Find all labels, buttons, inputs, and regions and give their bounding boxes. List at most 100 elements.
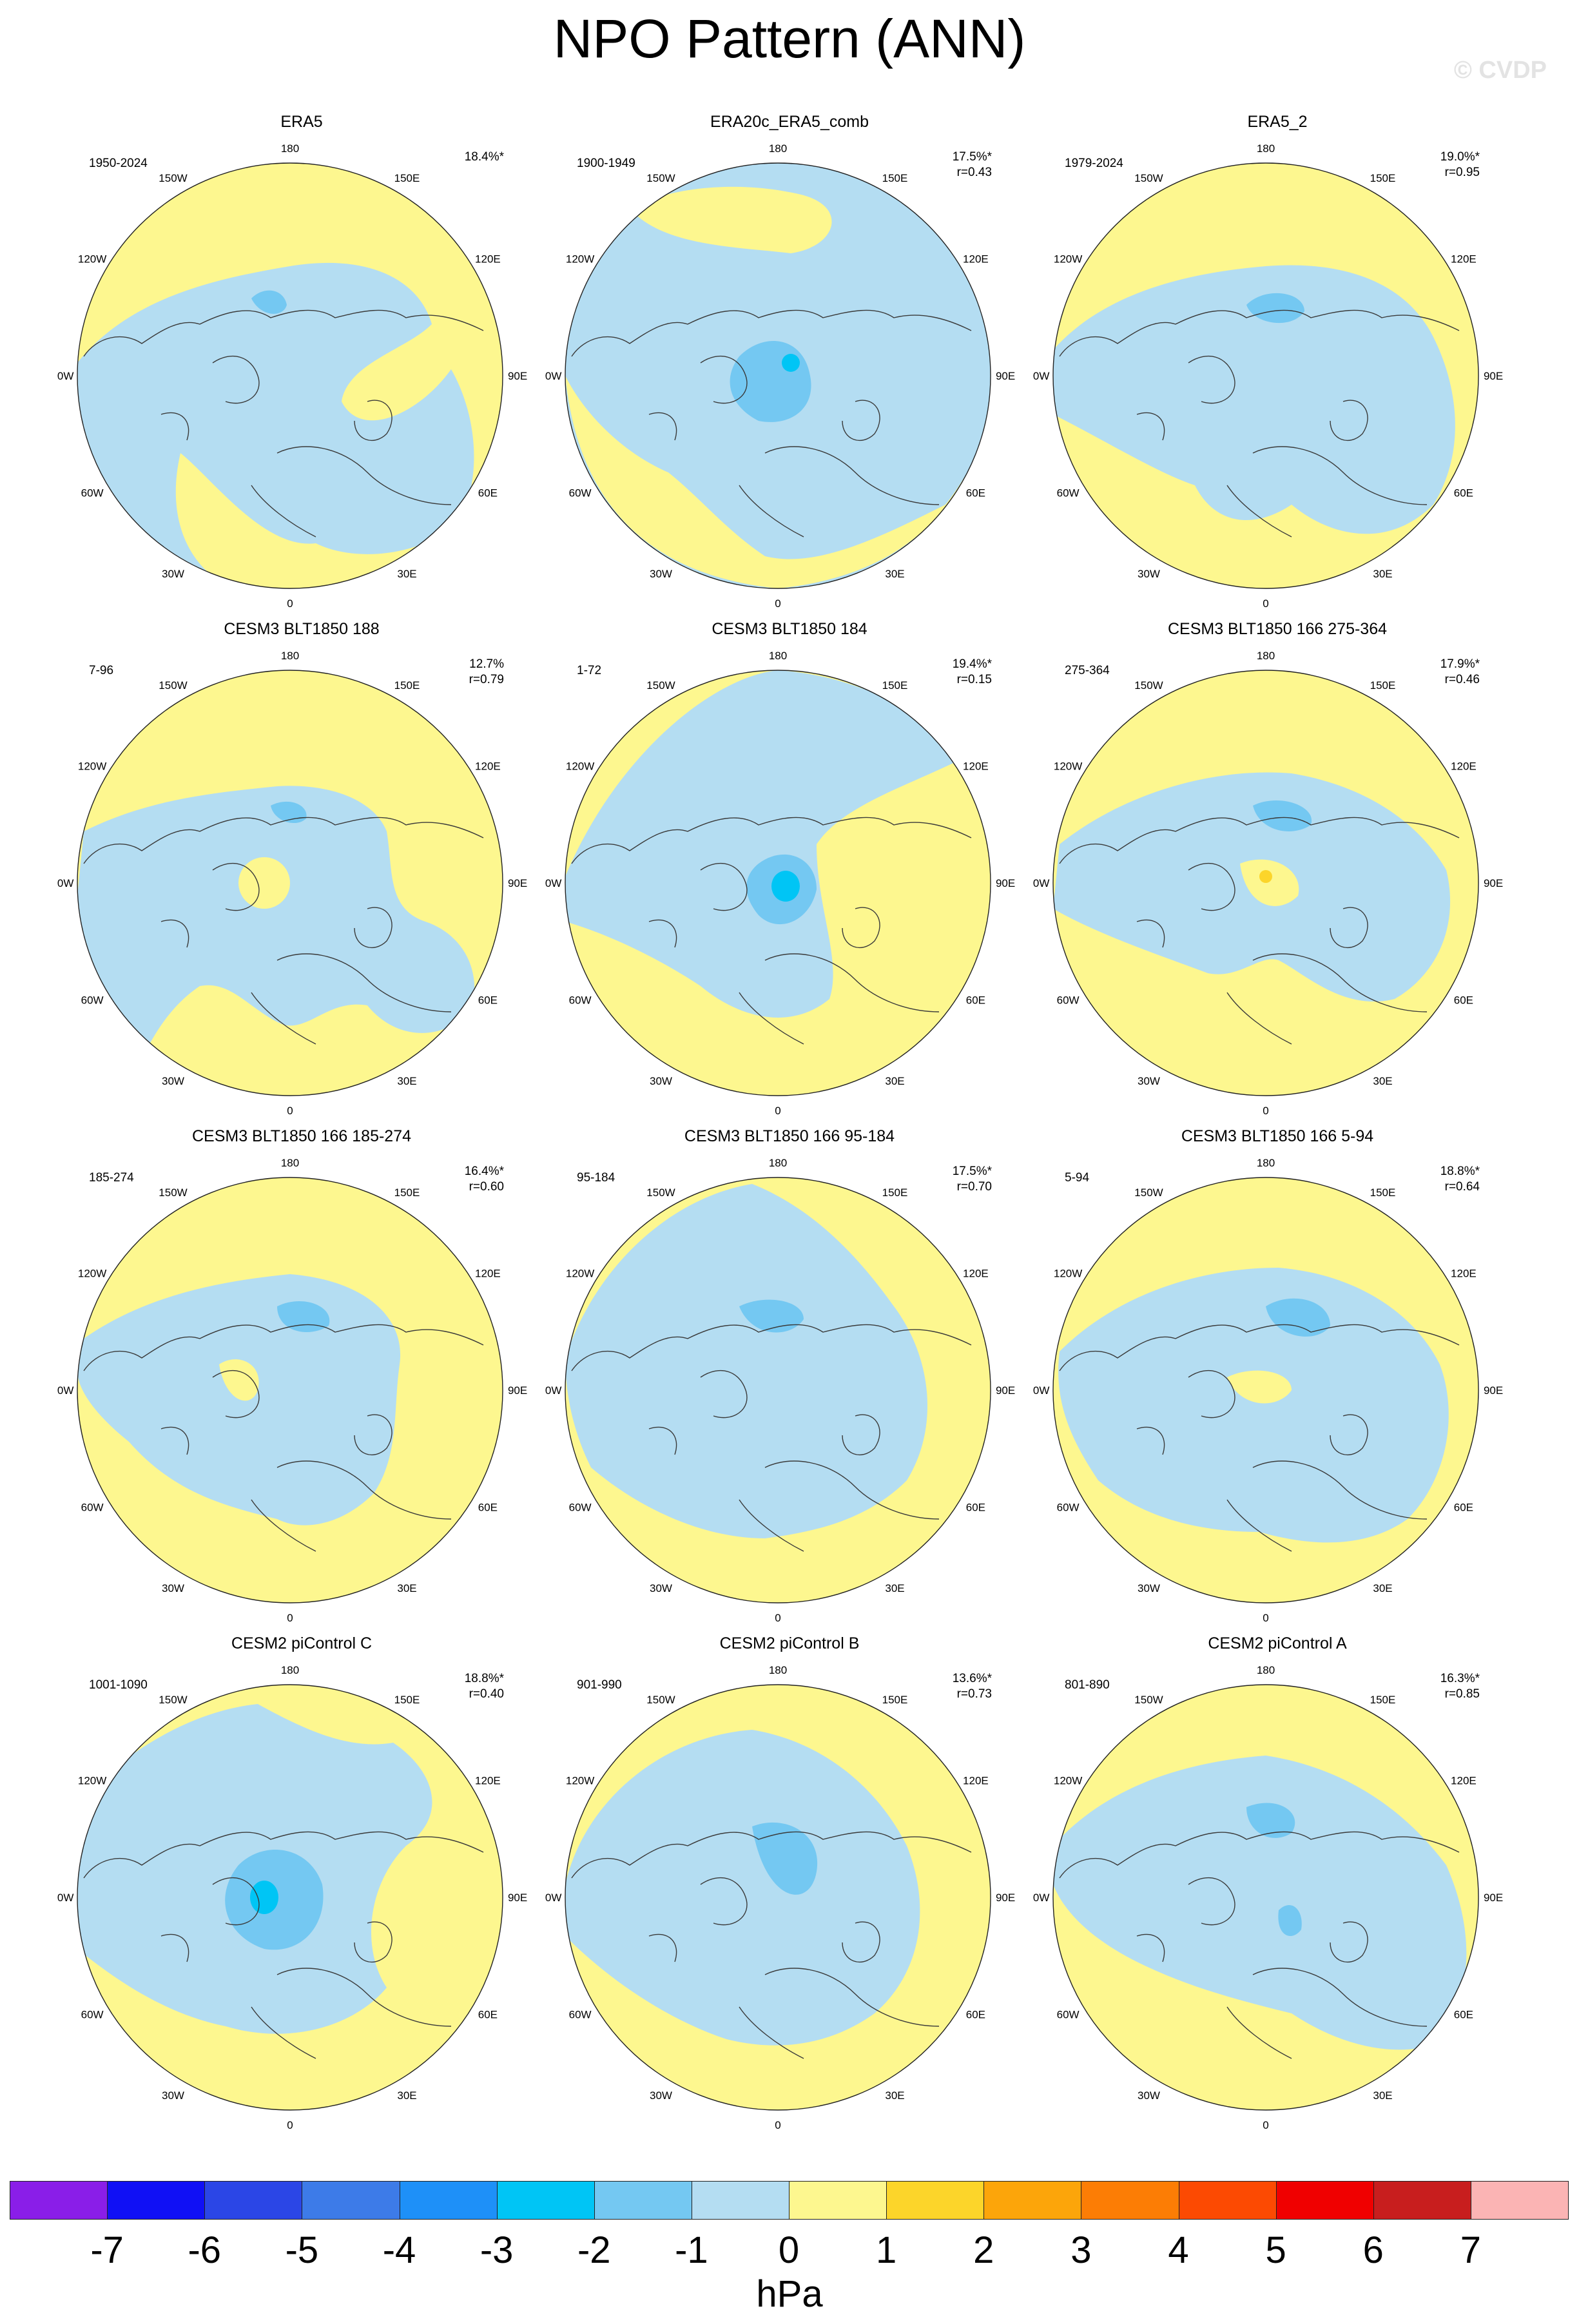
coastline	[571, 309, 972, 537]
longitude-label: 120E	[963, 1775, 989, 1787]
longitude-label: 150E	[394, 172, 420, 184]
anomaly-region	[565, 670, 958, 1018]
longitude-label: 120E	[475, 760, 501, 773]
panel-title: CESM3 BLT1850 166 275-364	[1167, 620, 1388, 638]
longitude-label: 60E	[966, 1502, 985, 1514]
longitude-label: 90W	[545, 877, 561, 889]
colorbar-swatch	[1373, 2181, 1471, 2220]
colorbar-swatch	[594, 2181, 692, 2220]
map-panel: 180 150E 120E 90E 60E 30E 0 30W 60W 90W 120W 150W CE…	[57, 1634, 547, 2137]
longitude-label: 30E	[885, 568, 904, 580]
anomaly-region	[1053, 265, 1455, 534]
longitude-label: 60W	[81, 487, 104, 499]
panel-title: CESM3 BLT1850 188	[224, 620, 380, 638]
colorbar-tick-label: 2	[973, 2229, 994, 2271]
longitude-label: 120W	[78, 1268, 106, 1280]
colorbar-tick-label: -4	[382, 2229, 416, 2271]
longitude-label: 90E	[508, 370, 527, 382]
longitude-label: 120W	[1054, 1268, 1082, 1280]
polar-map: 180 150E 120E 90E 60E 30E 0 30W 60W 90W 120W 150W	[57, 1157, 527, 1624]
longitude-label: 60E	[478, 994, 498, 1007]
longitude-label: 0	[1263, 597, 1268, 610]
polar-map: 180 150E 120E 90E 60E 30E 0 30W 60W 90W 120W 150W	[57, 650, 527, 1117]
longitude-label: 90E	[508, 877, 527, 889]
longitude-label: 180	[1257, 1664, 1275, 1676]
panel-correlation: r=0.15	[956, 673, 992, 686]
map-panel: 180 150E 120E 90E 60E 30E 0 30W 60W 90W 120W 150W CE…	[57, 1127, 547, 1630]
longitude-label: 90W	[1032, 370, 1049, 382]
panel-period: 1979-2024	[1065, 157, 1123, 170]
panel-correlation: r=0.43	[956, 166, 992, 179]
longitude-label: 180	[769, 1664, 787, 1676]
colorbar-tick-label: -7	[90, 2229, 124, 2271]
longitude-label: 120E	[475, 253, 501, 266]
longitude-label: 60W	[569, 487, 592, 499]
longitude-label: 120E	[1451, 1268, 1477, 1280]
panel-variance-pct: 17.5%*	[952, 150, 992, 164]
map-panel: 180 150E 120E 90E 60E 30E 0 30W 60W 90W 120W 150W ER…	[1032, 113, 1522, 615]
colorbar-tick-label: 4	[1168, 2229, 1189, 2271]
colorbar-tick-label: -2	[577, 2229, 611, 2271]
longitude-label: 30W	[650, 568, 672, 580]
panel-variance-pct: 12.7%	[469, 657, 504, 671]
map-boundary	[1052, 670, 1479, 1096]
longitude-label: 90E	[1484, 1892, 1503, 1904]
longitude-label: 90W	[545, 370, 561, 382]
panel-variance-pct: 18.4%*	[464, 150, 504, 164]
longitude-label: 60W	[1057, 2009, 1080, 2021]
panel-period: 275-364	[1065, 664, 1110, 677]
longitude-label: 90W	[57, 1384, 73, 1397]
colorbar-swatch	[10, 2181, 108, 2220]
colorbar-tick-label: 3	[1070, 2229, 1092, 2271]
longitude-label: 90W	[1032, 1892, 1049, 1904]
longitude-label: 150W	[646, 1694, 675, 1706]
longitude-label: 150E	[1370, 679, 1396, 692]
longitude-label: 180	[281, 142, 299, 155]
panel-variance-pct: 16.3%*	[1440, 1672, 1480, 1685]
anomaly-region	[1253, 800, 1312, 831]
polar-map: 180 150E 120E 90E 60E 30E 0 30W 60W 90W 120W 150W	[1032, 142, 1503, 610]
panel-correlation: r=0.73	[956, 1687, 992, 1701]
longitude-label: 180	[1257, 1157, 1275, 1169]
anomaly-region	[565, 1184, 928, 1538]
map-panel: 180 150E 120E 90E 60E 30E 0 30W 60W 90W 120W 150W CE…	[1032, 1127, 1522, 1630]
longitude-label: 60W	[1057, 1502, 1080, 1514]
longitude-label: 150W	[646, 172, 675, 184]
longitude-label: 0	[287, 1105, 293, 1117]
longitude-label: 0	[775, 1105, 780, 1117]
panel-variance-pct: 18.8%*	[1440, 1165, 1480, 1178]
longitude-label: 90W	[545, 1892, 561, 1904]
longitude-label: 150E	[882, 679, 908, 692]
longitude-label: 120E	[963, 760, 989, 773]
longitude-label: 90E	[996, 370, 1015, 382]
colorbar-tick-label: 0	[778, 2229, 800, 2271]
longitude-label: 30E	[397, 1075, 416, 1087]
longitude-label: 60W	[1057, 994, 1080, 1007]
longitude-label: 60E	[478, 1502, 498, 1514]
colorbar-tick-label: 7	[1460, 2229, 1482, 2271]
longitude-label: 90E	[508, 1892, 527, 1904]
longitude-label: 150W	[159, 1186, 187, 1199]
longitude-label: 60E	[966, 2009, 985, 2021]
longitude-label: 150E	[394, 1186, 420, 1199]
longitude-label: 180	[281, 650, 299, 662]
panel-title: CESM3 BLT1850 166 5-94	[1181, 1127, 1374, 1145]
longitude-label: 30E	[397, 2089, 416, 2102]
coastline	[571, 817, 972, 1045]
colorbar-swatch	[789, 2181, 887, 2220]
longitude-label: 150W	[159, 1694, 187, 1706]
longitude-label: 120E	[1451, 760, 1477, 773]
map-panel: 180 150E 120E 90E 60E 30E 0 30W 60W 90W 120W 150W CE…	[1032, 620, 1522, 1123]
longitude-label: 0	[287, 2119, 293, 2131]
longitude-label: 30W	[162, 2089, 184, 2102]
colorbar-tick-label: -6	[188, 2229, 222, 2271]
longitude-label: 120W	[1054, 760, 1082, 773]
panel-variance-pct: 18.8%*	[464, 1672, 504, 1685]
longitude-label: 0	[775, 2119, 780, 2131]
anomaly-region	[752, 1822, 818, 1895]
longitude-label: 120W	[566, 1268, 594, 1280]
longitude-label: 150W	[1134, 172, 1163, 184]
panel-title: CESM2 piControl A	[1208, 1634, 1347, 1652]
longitude-label: 90E	[1484, 877, 1503, 889]
anomaly-region	[1266, 1298, 1330, 1337]
